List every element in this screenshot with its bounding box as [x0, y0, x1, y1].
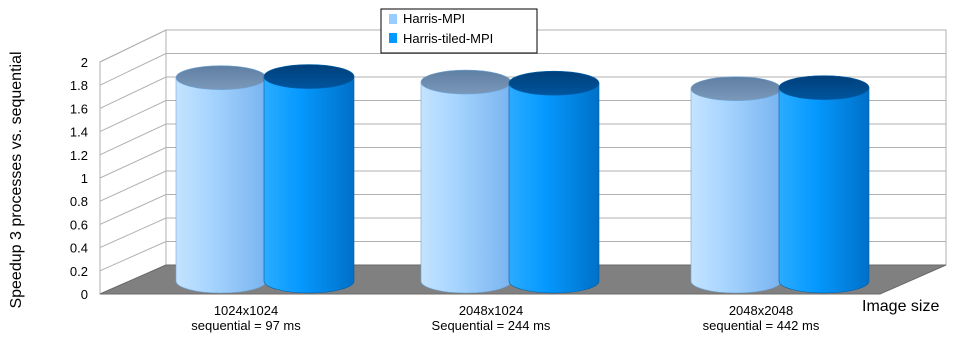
bar-top [690, 76, 782, 102]
legend-swatch-harris-mpi [389, 14, 397, 24]
legend-box [380, 8, 538, 54]
y-tick-label: 1.8 [70, 78, 88, 93]
gridline [99, 170, 946, 202]
bar-top [778, 75, 870, 100]
gridline [99, 100, 946, 133]
gridline [99, 217, 946, 249]
legend-label-harris-tiled-mpi: Harris-tiled-MPI [403, 31, 493, 46]
gridline [99, 123, 946, 156]
category-label: 2048x1024 [459, 303, 523, 318]
gridline [99, 147, 946, 179]
gridline [99, 29, 946, 63]
y-tick-label: 1 [81, 171, 88, 186]
legend-label-harris-mpi: Harris-MPI [403, 11, 465, 26]
bar-harris-tiled-mpi-0 [263, 64, 355, 294]
category-sublabel: sequential = 97 ms [191, 318, 301, 333]
y-tick-label: 0.8 [70, 194, 88, 209]
bar-harris-tiled-mpi-2 [778, 75, 870, 294]
y-tick-label: 1.6 [70, 101, 88, 116]
gridline [99, 76, 946, 109]
y-tick-label: 0.4 [70, 241, 88, 256]
gridline [99, 241, 946, 272]
y-tick-label: 2 [81, 55, 88, 70]
bar-harris-mpi-0 [175, 65, 267, 294]
bars [175, 64, 870, 294]
y-tick-label: 1.2 [70, 148, 88, 163]
y-tick-label: 0 [81, 287, 88, 302]
category-label: 2048x2048 [729, 303, 793, 318]
y-tick-label: 1.4 [70, 125, 88, 140]
category-sublabel: Sequential = 244 ms [432, 318, 551, 333]
bar-top [175, 65, 267, 90]
bar-top [263, 64, 355, 89]
x-axis-title: Image size [862, 298, 939, 315]
y-tick-label: 0.2 [70, 264, 88, 279]
bar-harris-mpi-1 [420, 69, 512, 294]
gridline [99, 53, 946, 86]
bar-body [175, 77, 267, 294]
legend: Harris-MPI Harris-tiled-MPI [380, 8, 538, 54]
y-axis-title: Speedup 3 processes vs. sequential [8, 51, 25, 308]
y-tick-labels: 0 0.2 0.4 0.6 0.8 1 1.2 1.4 1.6 1.8 2 [70, 55, 88, 302]
bar-top [508, 70, 600, 96]
bar-top [420, 69, 512, 95]
bar-harris-tiled-mpi-1 [508, 70, 600, 294]
legend-swatch-harris-tiled-mpi [389, 33, 397, 43]
bar-body [690, 88, 782, 294]
category-label: 1024x1024 [214, 303, 278, 318]
bar-body [508, 82, 600, 294]
bar-body [263, 76, 355, 294]
gridline [99, 194, 946, 225]
y-tick-label: 0.6 [70, 217, 88, 232]
bar-body [778, 87, 870, 294]
bar-body [420, 81, 512, 294]
category-sublabel: sequential = 442 ms [703, 318, 820, 333]
bar-harris-mpi-2 [690, 76, 782, 294]
gridlines [99, 29, 946, 272]
